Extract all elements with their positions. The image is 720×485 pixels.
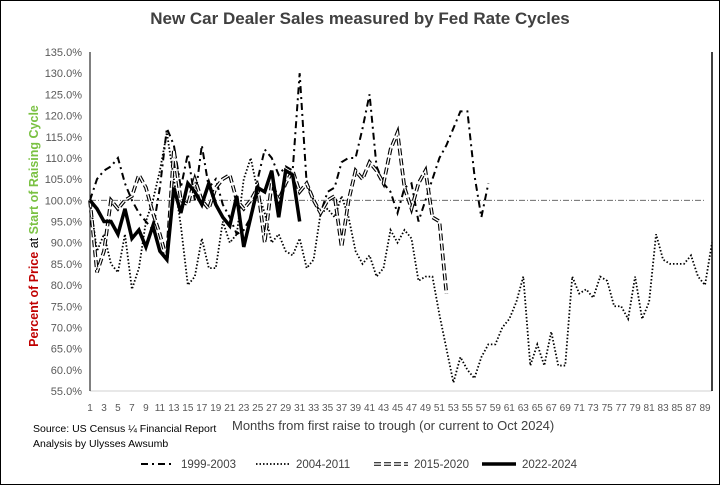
x-tick-label: 27 <box>266 403 278 414</box>
x-tick-label: 67 <box>546 403 558 414</box>
x-tick-label: 5 <box>115 403 121 414</box>
y-tick-label: 95.0% <box>51 217 82 229</box>
y-tick-label: 75.0% <box>51 301 82 313</box>
x-tick-label: 1 <box>87 403 93 414</box>
x-tick-label: 9 <box>143 403 149 414</box>
x-tick-label: 83 <box>658 403 670 414</box>
x-tick-label: 77 <box>616 403 628 414</box>
x-tick-label: 47 <box>406 403 418 414</box>
source-line: Source: US Census ¼ Financial Report <box>33 423 217 435</box>
x-tick-label: 31 <box>294 403 306 414</box>
y-tick-label: 115.0% <box>46 132 83 144</box>
y-tick-label: 135.0% <box>45 47 83 59</box>
series-line-2004-2011 <box>89 132 713 383</box>
x-tick-label: 25 <box>252 403 264 414</box>
y-tick-label: 65.0% <box>51 344 82 356</box>
x-tick-label: 55 <box>462 403 474 414</box>
x-tick-label: 49 <box>420 403 432 414</box>
y-tick-label: 130.0% <box>45 68 83 80</box>
series-line-2015-2020 <box>89 129 448 294</box>
x-tick-label: 53 <box>448 403 460 414</box>
x-tick-label: 79 <box>630 403 642 414</box>
x-tick-label: 63 <box>518 403 530 414</box>
x-tick-label: 11 <box>155 403 166 414</box>
y-tick-label: 85.0% <box>51 259 82 271</box>
x-tick-label: 87 <box>685 403 697 414</box>
x-tick-label: 73 <box>588 403 600 414</box>
x-tick-label: 75 <box>602 403 614 414</box>
x-tick-label: 15 <box>182 403 194 414</box>
x-tick-label: 51 <box>434 403 446 414</box>
x-tick-label: 29 <box>280 403 292 414</box>
legend-label: 2022-2024 <box>522 459 578 471</box>
x-tick-label: 35 <box>322 403 334 414</box>
series-line-2015-2020 <box>88 125 449 294</box>
series-line-2022-2024 <box>88 167 302 265</box>
x-tick-label: 37 <box>336 403 348 414</box>
x-tick-label: 13 <box>168 403 180 414</box>
x-tick-label: 45 <box>392 403 404 414</box>
y-tick-label: 70.0% <box>51 322 82 334</box>
x-tick-label: 43 <box>378 403 390 414</box>
x-tick-label: 3 <box>101 403 107 414</box>
x-tick-label: 71 <box>574 403 586 414</box>
x-tick-label: 85 <box>671 403 683 414</box>
y-tick-label: 90.0% <box>51 238 82 250</box>
analysis-line: Analysis by Ulysses Awsumb <box>33 438 169 450</box>
x-tick-label: 41 <box>364 403 376 414</box>
y-tick-label: 110.0% <box>46 153 83 165</box>
x-tick-label: 69 <box>560 403 572 414</box>
y-tick-label: 125.0% <box>45 89 83 101</box>
x-tick-label: 39 <box>350 403 362 414</box>
x-tick-label: 19 <box>210 403 222 414</box>
x-tick-label: 59 <box>490 403 502 414</box>
source-note: Source: US Census ¼ Financial Report Ana… <box>33 422 216 452</box>
series-line-1999-2003 <box>89 73 490 236</box>
x-tick-label: 23 <box>238 403 250 414</box>
x-tick-label: 89 <box>699 403 711 414</box>
x-tick-label: 7 <box>129 403 135 414</box>
legend-label: 2004-2011 <box>296 459 350 471</box>
y-tick-label: 105.0% <box>45 174 83 186</box>
x-tick-label: 61 <box>504 403 516 414</box>
x-axis-label: Months from first raise to trough (or cu… <box>232 418 555 433</box>
y-tick-label: 80.0% <box>51 280 82 292</box>
legend-label: 2015-2020 <box>414 459 469 471</box>
x-tick-label: 81 <box>644 403 656 414</box>
y-tick-label: 60.0% <box>51 365 82 377</box>
y-tick-label: 55.0% <box>51 386 82 398</box>
legend-label: 1999-2003 <box>181 459 236 471</box>
x-tick-label: 33 <box>308 403 320 414</box>
chart-title: New Car Dealer Sales measured by Fed Rat… <box>150 9 570 28</box>
y-tick-label: 100.0% <box>45 195 83 207</box>
x-tick-label: 65 <box>532 403 544 414</box>
x-tick-label: 57 <box>476 403 488 414</box>
x-tick-label: 17 <box>196 403 208 414</box>
x-tick-label: 21 <box>224 403 236 414</box>
y-tick-label: 120.0% <box>45 111 83 123</box>
